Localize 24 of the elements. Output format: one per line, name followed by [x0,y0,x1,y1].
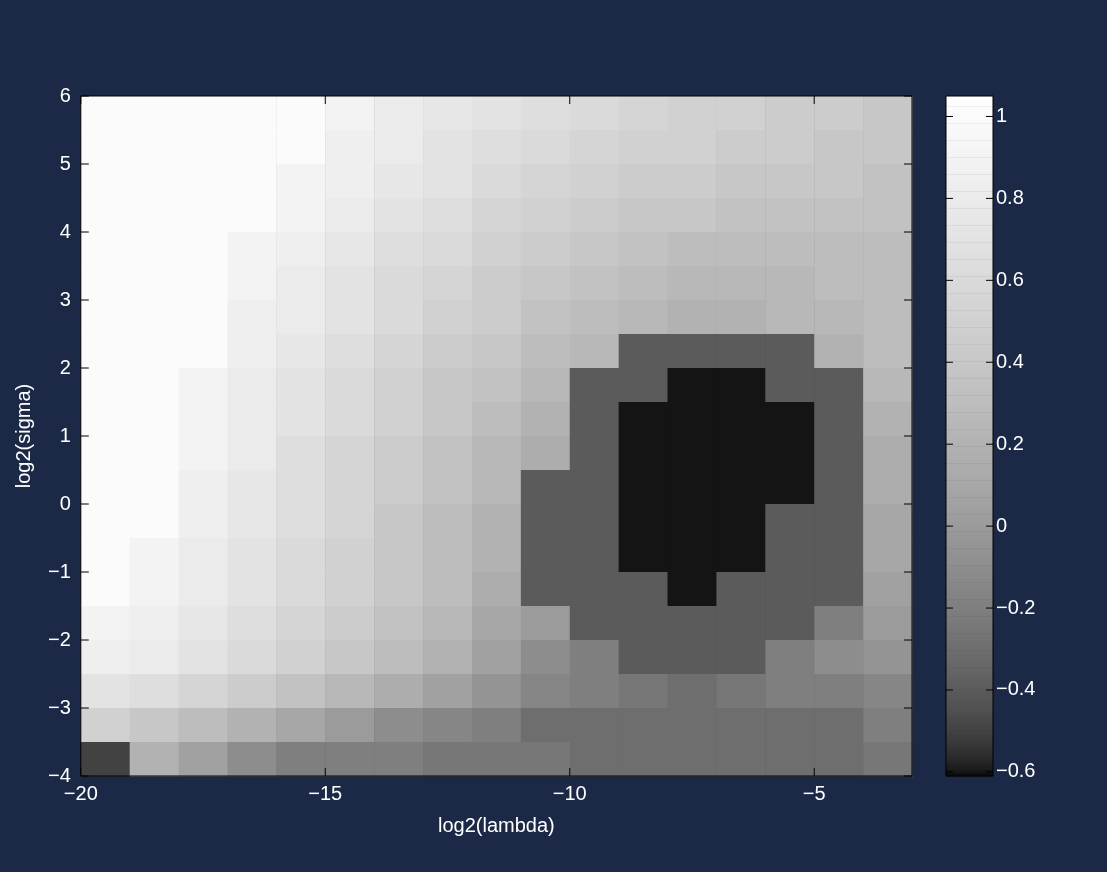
y-tick-label: −2 [47,627,71,650]
x-tick-label: −10 [552,781,587,804]
color-bar-label: −0.2 [996,595,1036,618]
color-bar-label: 0.2 [996,431,1024,454]
y-tick-label: 1 [59,423,71,446]
y-tick-label: 3 [59,287,71,310]
color-bar-label: 0.6 [996,267,1024,290]
y-tick-label: 0 [59,491,71,514]
y-tick-label: 6 [59,83,71,106]
color-bar-label: −0.4 [996,677,1036,700]
color-bar-label: −0.6 [996,759,1036,782]
color-bar-label: 1 [996,104,1008,126]
y-tick-label: −1 [47,559,71,582]
y-tick-label: −3 [47,695,71,718]
x-axis-title: log2(lambda) [438,813,555,836]
color-bar-label: 0 [996,513,1008,536]
x-tick-label: −5 [802,781,826,804]
y-axis-title: log2(sigma) [11,383,34,489]
x-tick-label: −15 [308,781,343,804]
y-tick-label: 5 [59,151,71,174]
y-tick-label: 4 [59,219,71,242]
color-bar-label: 0.8 [996,185,1024,208]
color-bar-label: 0.4 [996,349,1024,372]
y-tick-label: 2 [59,355,71,378]
